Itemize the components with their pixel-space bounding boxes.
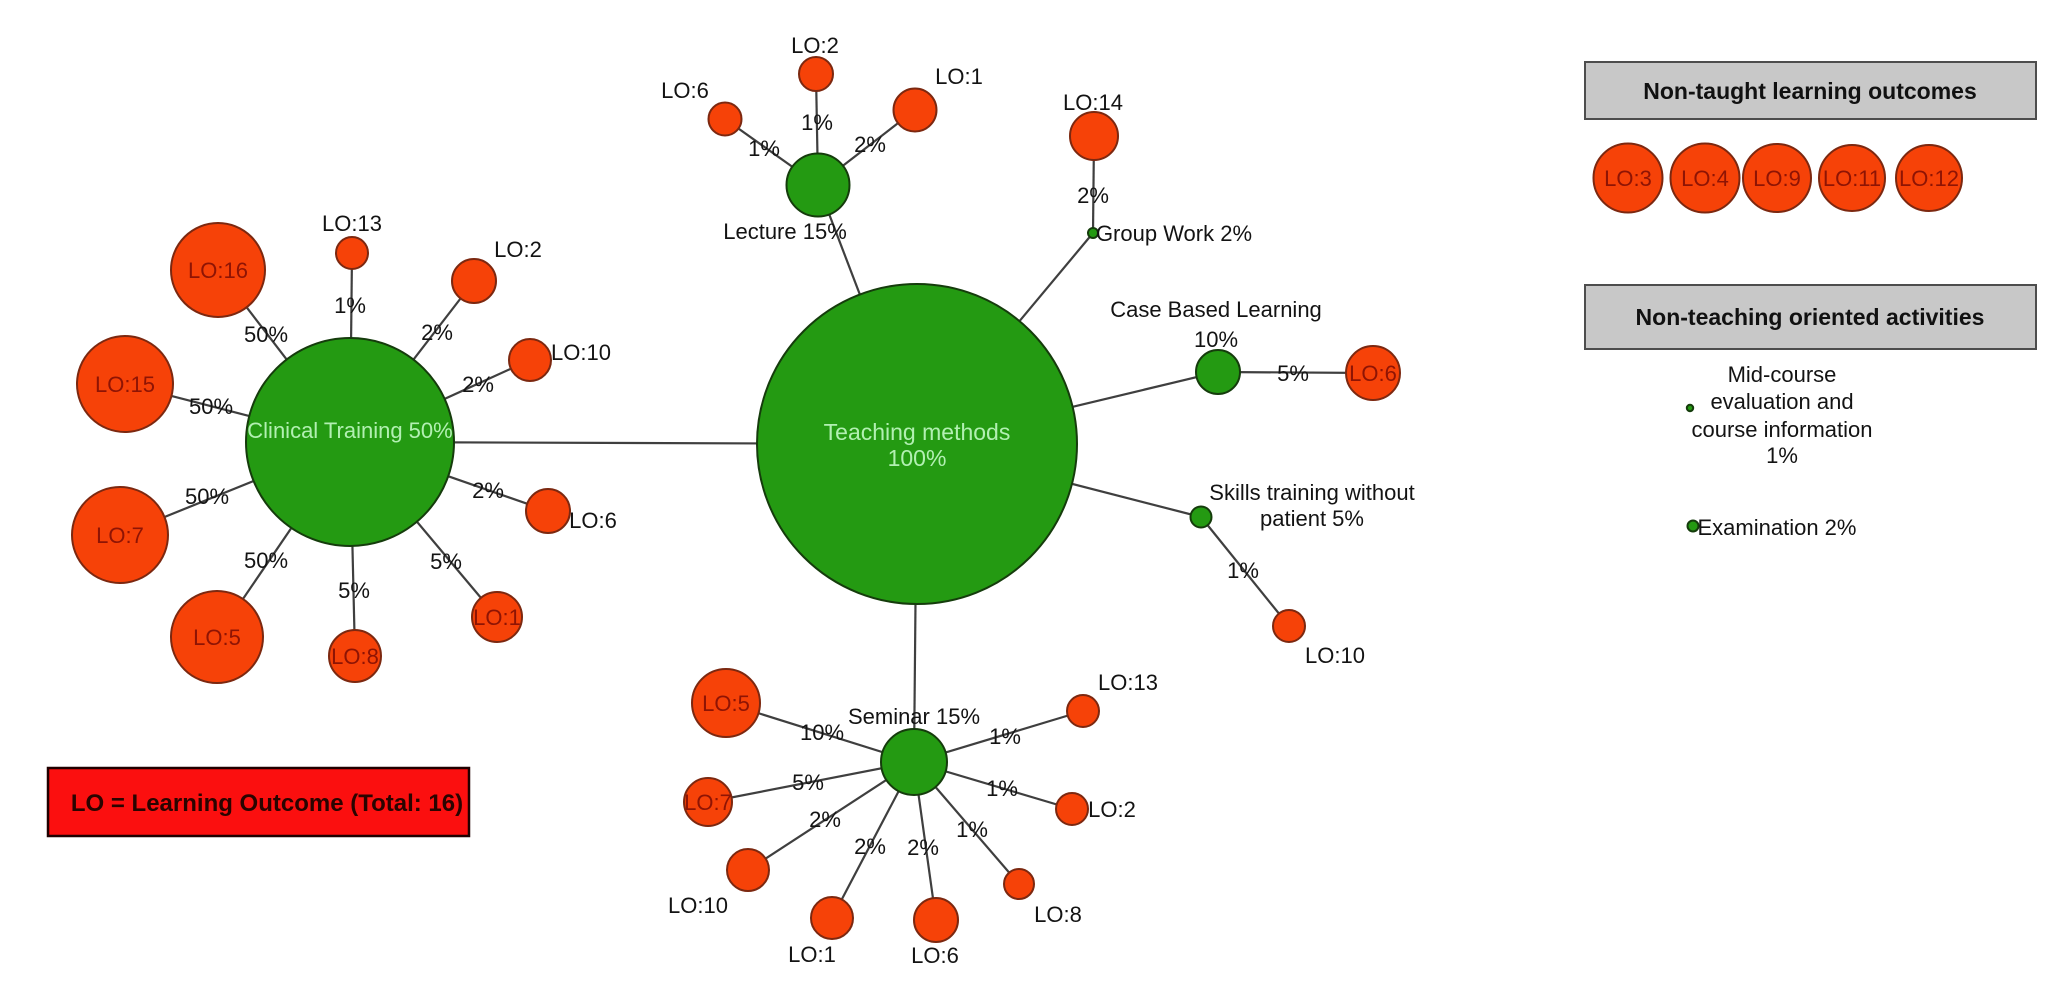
svg-text:2%: 2% — [462, 372, 494, 397]
svg-text:1%: 1% — [801, 110, 833, 135]
svg-text:10%: 10% — [800, 720, 844, 745]
svg-text:50%: 50% — [185, 484, 229, 509]
svg-text:LO:5: LO:5 — [702, 691, 750, 716]
svg-text:2%: 2% — [421, 320, 453, 345]
svg-text:LO:7: LO:7 — [96, 523, 144, 548]
svg-text:Clinical Training 50%: Clinical Training 50% — [247, 418, 452, 443]
svg-text:LO:14: LO:14 — [1063, 90, 1123, 115]
svg-text:Case Based Learning: Case Based Learning — [1110, 297, 1322, 322]
svg-text:Skills training without: Skills training without — [1209, 480, 1414, 505]
svg-text:Seminar 15%: Seminar 15% — [848, 704, 980, 729]
svg-text:LO:3: LO:3 — [1604, 166, 1652, 191]
svg-text:LO:10: LO:10 — [551, 340, 611, 365]
svg-text:LO:15: LO:15 — [95, 372, 155, 397]
svg-text:LO:1: LO:1 — [473, 605, 521, 630]
svg-text:course information: course information — [1692, 417, 1873, 442]
svg-text:5%: 5% — [430, 549, 462, 574]
svg-text:LO:13: LO:13 — [322, 211, 382, 236]
svg-text:50%: 50% — [189, 394, 233, 419]
svg-text:Teaching methods: Teaching methods — [824, 419, 1011, 445]
svg-text:LO:10: LO:10 — [1305, 643, 1365, 668]
svg-text:LO:1: LO:1 — [788, 942, 836, 967]
svg-text:Examination 2%: Examination 2% — [1698, 515, 1857, 540]
svg-text:Lecture 15%: Lecture 15% — [723, 219, 847, 244]
svg-text:1%: 1% — [956, 817, 988, 842]
svg-text:50%: 50% — [244, 322, 288, 347]
svg-text:LO:12: LO:12 — [1899, 166, 1959, 191]
svg-text:1%: 1% — [989, 724, 1021, 749]
svg-text:5%: 5% — [1277, 361, 1309, 386]
svg-text:LO:7: LO:7 — [684, 790, 732, 815]
svg-text:LO = Learning Outcome (Total:: LO = Learning Outcome (Total: 16) — [71, 790, 463, 817]
svg-text:LO:2: LO:2 — [1088, 797, 1136, 822]
svg-text:100%: 100% — [888, 445, 947, 471]
svg-text:1%: 1% — [986, 776, 1018, 801]
svg-text:10%: 10% — [1194, 327, 1238, 352]
svg-text:LO:2: LO:2 — [791, 33, 839, 58]
svg-text:LO:9: LO:9 — [1753, 166, 1801, 191]
svg-text:LO:6: LO:6 — [661, 78, 709, 103]
svg-text:LO:5: LO:5 — [193, 625, 241, 650]
svg-text:50%: 50% — [244, 548, 288, 573]
svg-text:LO:4: LO:4 — [1681, 166, 1729, 191]
svg-text:1%: 1% — [334, 293, 366, 318]
svg-text:2%: 2% — [809, 807, 841, 832]
svg-text:2%: 2% — [1077, 183, 1109, 208]
svg-text:1%: 1% — [1766, 443, 1798, 468]
svg-text:LO:6: LO:6 — [1349, 361, 1397, 386]
svg-text:Non-teaching oriented activiti: Non-teaching oriented activities — [1636, 304, 1985, 330]
svg-text:LO:1: LO:1 — [935, 64, 983, 89]
svg-text:2%: 2% — [854, 834, 886, 859]
svg-text:LO:13: LO:13 — [1098, 670, 1158, 695]
svg-text:2%: 2% — [854, 132, 886, 157]
svg-text:LO:11: LO:11 — [1823, 166, 1881, 191]
svg-text:Mid-course: Mid-course — [1728, 362, 1837, 387]
svg-text:patient 5%: patient 5% — [1260, 506, 1364, 531]
svg-text:Non-taught learning outcomes: Non-taught learning outcomes — [1643, 78, 1977, 104]
svg-text:evaluation and: evaluation and — [1710, 389, 1853, 414]
svg-text:5%: 5% — [792, 770, 824, 795]
svg-text:1%: 1% — [748, 136, 780, 161]
svg-text:1%: 1% — [1227, 558, 1259, 583]
svg-text:LO:10: LO:10 — [668, 893, 728, 918]
svg-text:LO:6: LO:6 — [911, 943, 959, 968]
svg-text:LO:8: LO:8 — [331, 644, 379, 669]
svg-text:LO:6: LO:6 — [569, 508, 617, 533]
svg-text:LO:8: LO:8 — [1034, 902, 1082, 927]
svg-text:LO:2: LO:2 — [494, 237, 542, 262]
svg-text:2%: 2% — [472, 478, 504, 503]
svg-text:Group Work 2%: Group Work 2% — [1096, 221, 1252, 246]
svg-text:5%: 5% — [338, 578, 370, 603]
svg-text:LO:16: LO:16 — [188, 258, 248, 283]
svg-text:2%: 2% — [907, 835, 939, 860]
